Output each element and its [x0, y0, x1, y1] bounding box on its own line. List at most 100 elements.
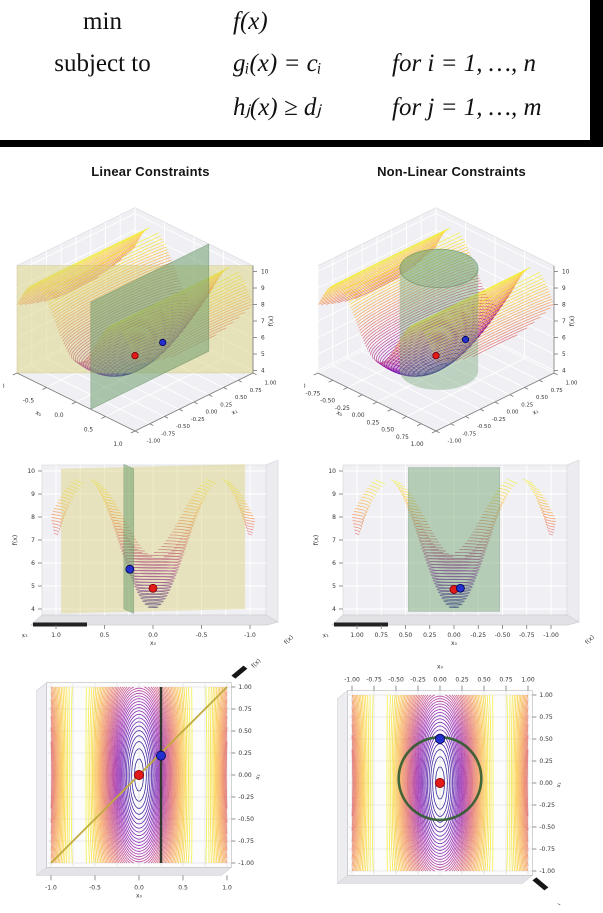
- svg-text:7: 7: [261, 319, 265, 325]
- svg-text:0.75: 0.75: [539, 714, 553, 721]
- constraint-cylinder: [398, 248, 479, 390]
- svg-text:5: 5: [261, 352, 265, 358]
- svg-text:-0.75: -0.75: [462, 431, 476, 437]
- axis-ticks: -1.0 -0.5 0.0 0.5 1.0 x₀ f(x) 1.00 0.75 0.50 0.25 0…: [45, 657, 262, 899]
- svg-text:0.25: 0.25: [238, 750, 252, 757]
- svg-text:0.25: 0.25: [366, 420, 379, 426]
- svg-text:0.50: 0.50: [477, 677, 491, 684]
- svg-text:0.75: 0.75: [395, 435, 408, 441]
- svg-text:-0.75: -0.75: [539, 846, 555, 853]
- svg-text:x₀: x₀: [136, 892, 143, 899]
- axis-ticks: -1.00-0.75-0.50-0.250.000.250.500.751.00…: [304, 265, 578, 448]
- svg-text:-1.00: -1.00: [146, 439, 161, 445]
- svg-text:-0.25: -0.25: [334, 406, 349, 412]
- svg-text:x₀: x₀: [150, 640, 157, 647]
- svg-text:6: 6: [261, 336, 265, 342]
- constraint-plane-green: [90, 243, 209, 410]
- svg-text:1.00: 1.00: [264, 381, 277, 387]
- svg-text:-0.75: -0.75: [305, 391, 320, 397]
- svg-text:0.0: 0.0: [148, 632, 158, 639]
- constraint-plane-green: [123, 463, 134, 614]
- non-linear-top-view-plot: -1.00 -0.75 -0.50 -0.25 0.00 0.25 0.50 0.75 1.00…: [336, 664, 563, 905]
- axis-ticks: -1.0 -0.5 0.0 0.5 1.0 -1.00-0.75-0.50-0.250.0…: [3, 265, 277, 448]
- svg-text:f(x): f(x): [551, 902, 563, 905]
- min-label: min: [83, 8, 122, 35]
- svg-text:8: 8: [31, 514, 35, 521]
- constrained-optimum-point: [455, 583, 465, 593]
- svg-text:-1.00: -1.00: [543, 632, 559, 639]
- svg-text:4: 4: [332, 606, 336, 613]
- svg-text:0.00: 0.00: [433, 677, 447, 684]
- svg-text:0.25: 0.25: [539, 758, 553, 765]
- svg-text:0.00: 0.00: [506, 410, 519, 416]
- svg-text:-1.0: -1.0: [3, 384, 5, 390]
- svg-text:0.50: 0.50: [381, 428, 394, 434]
- svg-text:9: 9: [261, 286, 265, 292]
- constrained-optimum-point: [434, 734, 445, 745]
- non-linear-constraints-title: Non-Linear Constraints: [377, 164, 526, 179]
- svg-text:4: 4: [31, 606, 35, 613]
- svg-text:0.75: 0.75: [550, 388, 562, 394]
- svg-text:0.75: 0.75: [499, 677, 513, 684]
- svg-text:-0.25: -0.25: [539, 802, 555, 809]
- svg-text:-0.5: -0.5: [195, 632, 207, 639]
- svg-text:x₁: x₁: [555, 782, 562, 788]
- linear-top-view-plot: -1.0 -0.5 0.0 0.5 1.0 x₀ f(x) 1.00 0.75 0.50 0.25 0…: [35, 657, 262, 899]
- svg-text:1.00: 1.00: [410, 442, 423, 448]
- svg-text:5: 5: [31, 583, 35, 590]
- svg-text:0.0: 0.0: [134, 884, 144, 891]
- svg-text:0.25: 0.25: [220, 402, 232, 408]
- svg-text:0.5: 0.5: [83, 428, 93, 434]
- svg-text:x₀: x₀: [451, 640, 458, 647]
- svg-text:0.75: 0.75: [374, 632, 388, 639]
- svg-text:x₀: x₀: [34, 409, 43, 418]
- svg-text:7: 7: [31, 537, 35, 544]
- svg-text:x₁: x₁: [321, 631, 329, 639]
- surface-contours: [317, 227, 554, 377]
- svg-text:x₁: x₁: [20, 631, 28, 639]
- inequality-constraint-range: for j = 1, …, m: [392, 94, 542, 121]
- svg-text:10: 10: [27, 468, 35, 475]
- svg-text:10: 10: [328, 468, 336, 475]
- svg-text:0.50: 0.50: [398, 632, 412, 639]
- svg-text:x₁: x₁: [254, 774, 261, 780]
- svg-text:5: 5: [562, 352, 566, 358]
- svg-text:0.5: 0.5: [178, 884, 188, 891]
- svg-text:0.50: 0.50: [539, 736, 553, 743]
- svg-text:-1.00: -1.00: [344, 677, 360, 684]
- svg-text:10: 10: [562, 270, 570, 276]
- subject-to-label: subject to: [54, 50, 151, 77]
- optimization-problem: min f(x) subject to gᵢ(x) = cᵢ for i = 1…: [0, 0, 603, 147]
- constrained-optimum-point: [158, 338, 166, 347]
- svg-text:0.00: 0.00: [447, 632, 461, 639]
- svg-text:9: 9: [332, 491, 336, 498]
- linear-constraints-title: Linear Constraints: [91, 164, 210, 179]
- svg-text:-0.25: -0.25: [470, 632, 486, 639]
- svg-text:-0.25: -0.25: [491, 417, 505, 423]
- axis-ticks: 4 5 6 7 8 9 10 1.0 0.5 0.0 -0.5 -1.0 x₀ x₁ f(x) f(x): [12, 468, 295, 647]
- svg-text:-0.25: -0.25: [190, 417, 204, 423]
- svg-text:8: 8: [332, 514, 336, 521]
- svg-text:-0.5: -0.5: [22, 399, 34, 405]
- svg-text:9: 9: [562, 286, 566, 292]
- linear-constraints-column: Linear Constraints -1.0-0.50.00.51.0-1.0…: [0, 147, 301, 905]
- svg-text:1.00: 1.00: [565, 381, 578, 387]
- svg-text:0.50: 0.50: [535, 395, 548, 401]
- svg-text:f(x): f(x): [12, 535, 19, 545]
- inequality-constraint-row: hⱼ(x) ≥ dⱼ for j = 1, …, m: [0, 92, 590, 134]
- svg-text:-0.50: -0.50: [175, 424, 190, 430]
- svg-text:9: 9: [31, 491, 35, 498]
- svg-text:x₁: x₁: [531, 408, 540, 417]
- svg-text:7: 7: [332, 537, 336, 544]
- unconstrained-minimum-point: [434, 777, 445, 788]
- svg-text:8: 8: [261, 303, 265, 309]
- svg-text:-1.00: -1.00: [447, 439, 462, 445]
- svg-text:x₁: x₁: [230, 408, 239, 417]
- svg-text:0.75: 0.75: [249, 388, 261, 394]
- svg-text:0.0: 0.0: [54, 413, 64, 419]
- svg-text:-1.00: -1.00: [238, 860, 254, 867]
- svg-text:0.5: 0.5: [99, 632, 109, 639]
- equality-constraint: gᵢ(x) = cᵢ: [233, 50, 322, 77]
- svg-text:5: 5: [332, 583, 336, 590]
- svg-text:-0.5: -0.5: [89, 884, 101, 891]
